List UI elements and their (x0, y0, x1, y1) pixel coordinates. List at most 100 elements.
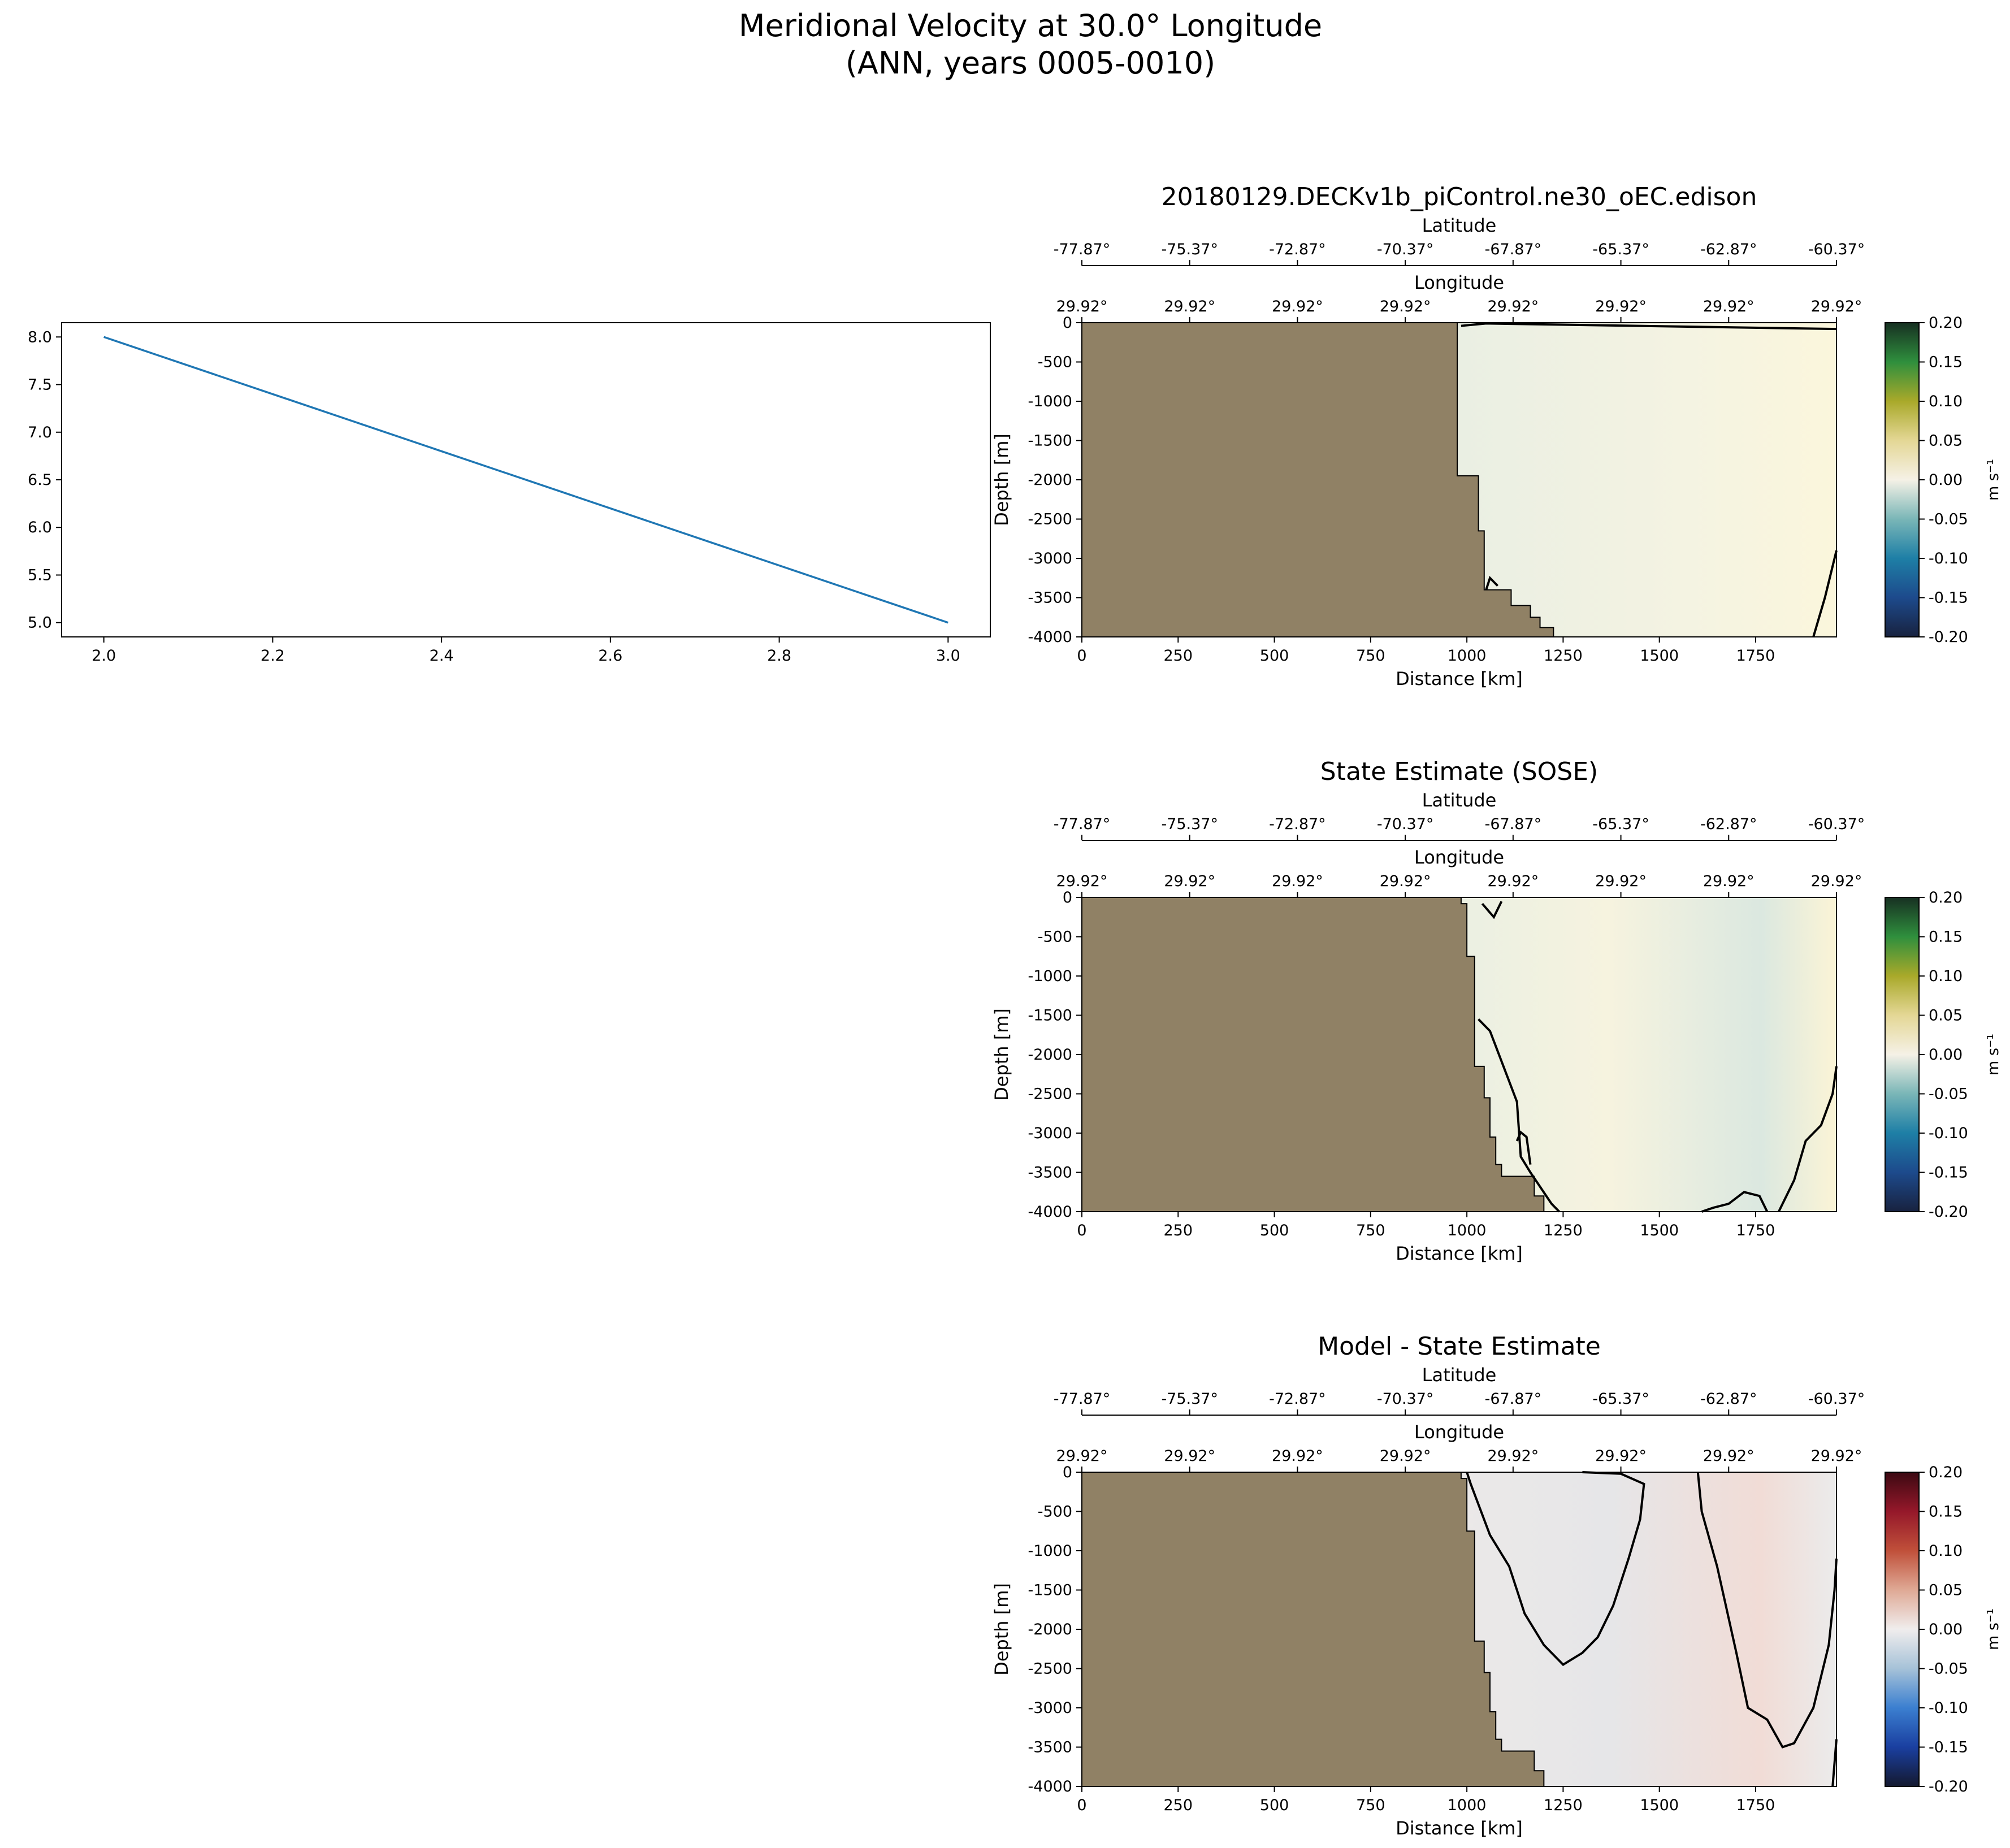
y-tick-label: -2500 (1028, 511, 1072, 528)
lat-tick-label: -77.87° (1054, 241, 1111, 258)
colorbar-tick-label: 0.15 (1929, 1503, 1963, 1521)
colorbar-tick-label: -0.10 (1929, 550, 1968, 567)
colorbar (1885, 1472, 1920, 1787)
y-tick-label: 0 (1063, 314, 1072, 332)
colorbar (1885, 322, 1920, 637)
colorbar-tick-label: -0.15 (1929, 1164, 1968, 1182)
lat-tick-label: -65.37° (1592, 1390, 1649, 1408)
y-tick-label: -3500 (1028, 1164, 1072, 1182)
x-tick-label: 2.2 (261, 647, 285, 665)
lat-tick-label: -75.37° (1161, 241, 1218, 258)
colorbar-tick-label: -0.10 (1929, 1699, 1968, 1717)
lat-tick-label: -60.37° (1808, 1390, 1865, 1408)
lon-tick-label: 29.92° (1380, 873, 1431, 890)
y-tick-label: -3000 (1028, 1699, 1072, 1717)
lon-tick-label: 29.92° (1595, 1447, 1647, 1465)
y-tick-label: -1500 (1028, 1007, 1072, 1025)
x-tick-label: 750 (1356, 647, 1385, 665)
x-tick-label: 500 (1260, 1797, 1289, 1814)
lon-tick-label: 29.92° (1487, 298, 1539, 315)
zero-contour (1515, 1130, 1532, 1165)
y-tick-label: -2500 (1028, 1086, 1072, 1103)
lat-tick-label: -75.37° (1161, 815, 1218, 833)
zero-contour (1461, 322, 1837, 331)
colorbar-tick-label: -0.15 (1929, 589, 1968, 607)
lat-tick-label: -60.37° (1808, 815, 1865, 833)
y-tick-label: 0 (1063, 889, 1072, 906)
lon-tick-label: 29.92° (1703, 1447, 1755, 1465)
y-tick-label: 7.5 (28, 376, 52, 394)
colorbar-tick-label: -0.15 (1929, 1739, 1968, 1756)
lon-tick-label: 29.92° (1164, 298, 1215, 315)
y-tick-label: -500 (1038, 354, 1072, 371)
zero-contour (1778, 1066, 1838, 1212)
y-tick-label: -2000 (1028, 1621, 1072, 1638)
lat-tick-label: -67.87° (1485, 1390, 1542, 1408)
x-tick-label: 3.0 (936, 647, 960, 665)
colorbar-tick-label: 0.05 (1929, 1007, 1963, 1025)
colorbar-tick-label: -0.20 (1929, 628, 1968, 646)
lat-tick-label: -67.87° (1485, 815, 1542, 833)
land-mask (1081, 1472, 1545, 1787)
lon-tick-label: 29.92° (1164, 873, 1215, 890)
y-tick-label: 0 (1063, 1464, 1072, 1481)
y-tick-label: -1000 (1028, 968, 1072, 985)
figure-title-line2: (ANN, years 0005-0010) (846, 45, 1215, 81)
lon-tick-label: 29.92° (1380, 298, 1431, 315)
x-tick-label: 2.0 (92, 647, 116, 665)
x-tick-label: 1250 (1544, 647, 1583, 665)
figure-title-line1: Meridional Velocity at 30.0° Longitude (739, 8, 1322, 44)
x-tick-label: 750 (1356, 1222, 1385, 1239)
colorbar-tick-label: 0.05 (1929, 432, 1963, 450)
x-axis-label: Distance [km] (1396, 668, 1523, 689)
zero-contour (1478, 1018, 1561, 1213)
zero-contour (1466, 1471, 1645, 1667)
y-tick-label: 6.0 (28, 519, 52, 536)
lat-tick-label: -60.37° (1808, 241, 1865, 258)
y-tick-label: -500 (1038, 1503, 1072, 1521)
colorbar-tick-label: -0.20 (1929, 1778, 1968, 1795)
lat-tick-label: -72.87° (1269, 815, 1326, 833)
lat-tick-label: -70.37° (1377, 815, 1434, 833)
x-tick-label: 750 (1356, 1797, 1385, 1814)
colorbar-label: m s⁻¹ (1985, 459, 2002, 501)
y-tick-label: 5.0 (28, 614, 52, 632)
panel-title: State Estimate (SOSE) (1320, 757, 1598, 786)
lat-tick-label: -62.87° (1700, 241, 1757, 258)
data-line (103, 336, 948, 624)
y-tick-label: 6.5 (28, 471, 52, 489)
colorbar-tick-label: 0.00 (1929, 1621, 1963, 1638)
lat-tick-label: -65.37° (1592, 815, 1649, 833)
colorbar-tick-label: -0.10 (1929, 1125, 1968, 1142)
y-tick-label: 7.0 (28, 424, 52, 441)
panel-title: Model - State Estimate (1318, 1332, 1601, 1361)
lat-tick-label: -77.87° (1054, 1390, 1111, 1408)
colorbar-tick-label: 0.20 (1929, 314, 1963, 332)
y-tick-label: -1000 (1028, 1542, 1072, 1560)
colorbar-tick-label: 0.20 (1929, 889, 1963, 906)
colorbar-tick-label: 0.10 (1929, 1542, 1963, 1560)
land-mask (1081, 322, 1554, 637)
lon-tick-label: 29.92° (1487, 873, 1539, 890)
lat-tick-label: -70.37° (1377, 241, 1434, 258)
lat-tick-label: -62.87° (1700, 1390, 1757, 1408)
lat-axis-label: Latitude (1422, 1364, 1497, 1386)
y-tick-label: -4000 (1028, 628, 1072, 646)
lon-tick-label: 29.92° (1056, 298, 1108, 315)
zero-contour (1701, 1191, 1769, 1213)
x-tick-label: 0 (1077, 647, 1086, 665)
lon-tick-label: 29.92° (1164, 1447, 1215, 1465)
y-tick-label: 8.0 (28, 328, 52, 346)
colorbar-tick-label: -0.20 (1929, 1203, 1968, 1221)
y-tick-label: -2000 (1028, 471, 1072, 489)
y-axis-label: Depth [m] (991, 1008, 1012, 1101)
colorbar-label: m s⁻¹ (1985, 1608, 2002, 1650)
lon-axis-label: Longitude (1414, 1421, 1504, 1443)
colorbar-tick-label: 0.15 (1929, 929, 1963, 946)
lon-axis-label: Longitude (1414, 847, 1504, 868)
y-tick-label: -3500 (1028, 589, 1072, 607)
x-tick-label: 1000 (1448, 647, 1487, 665)
y-tick-label: -1500 (1028, 432, 1072, 450)
x-axis-label: Distance [km] (1396, 1817, 1523, 1839)
